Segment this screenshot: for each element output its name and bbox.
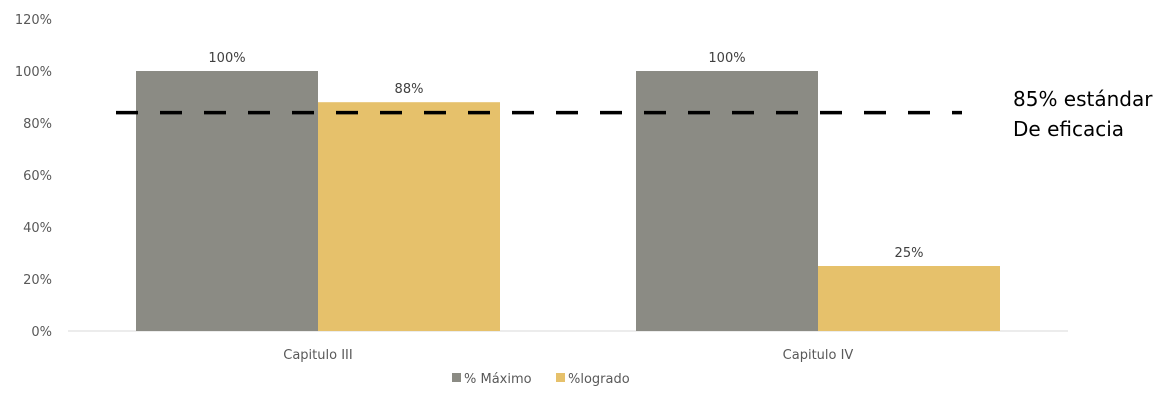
bar	[318, 102, 500, 331]
y-tick-label: 40%	[23, 221, 52, 236]
y-tick-label: 20%	[23, 273, 52, 288]
data-label: 25%	[895, 246, 924, 261]
legend-label: %logrado	[568, 372, 630, 387]
legend: % Máximo %logrado	[452, 372, 630, 387]
y-tick-label: 100%	[15, 65, 52, 80]
y-tick-label: 80%	[23, 117, 52, 132]
data-label: 88%	[395, 82, 424, 97]
data-label: 100%	[708, 51, 745, 66]
category-labels: Capitulo III Capitulo IV	[283, 348, 853, 363]
category-label: Capitulo III	[283, 348, 352, 363]
reference-label-line-2: De eficacia	[1013, 117, 1124, 141]
data-labels: 100% 88% 100% 25%	[208, 51, 923, 261]
data-label: 100%	[208, 51, 245, 66]
category-label: Capitulo IV	[783, 348, 854, 363]
legend-label: % Máximo	[464, 372, 532, 387]
y-tick-label: 60%	[23, 169, 52, 184]
legend-swatch	[556, 373, 565, 382]
bar	[636, 71, 818, 331]
legend-swatch	[452, 373, 461, 382]
y-tick-label: 0%	[31, 325, 52, 340]
bar	[136, 71, 318, 331]
y-axis-tick-labels: 0% 20% 40% 60% 80% 100% 120%	[15, 13, 52, 340]
reference-label-line-1: 85% estándar	[1013, 87, 1153, 111]
y-tick-label: 120%	[15, 13, 52, 28]
bars	[136, 71, 1000, 331]
bar	[818, 266, 1000, 331]
